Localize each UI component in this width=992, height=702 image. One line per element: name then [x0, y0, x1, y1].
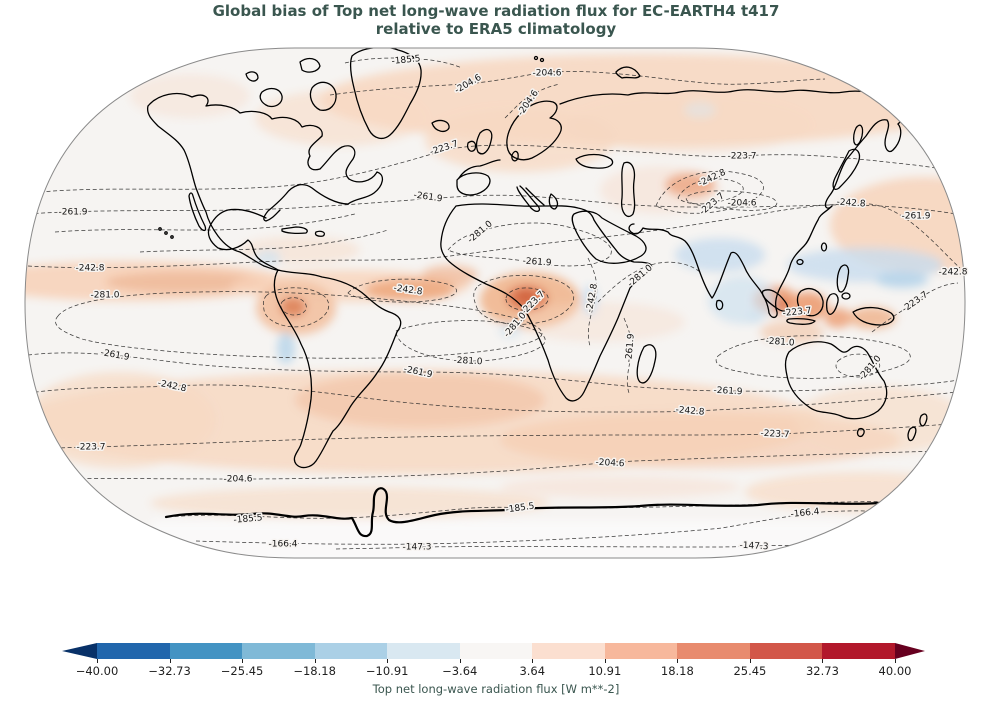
colorbar-tickmark	[749, 659, 751, 663]
contour-label: -242.8	[938, 268, 967, 278]
colorbar-segment	[604, 643, 678, 659]
contour-label: -204.6	[595, 458, 625, 470]
colorbar-segment	[242, 643, 315, 659]
colorbar-tickmark	[97, 659, 98, 663]
colorbar-tickmark	[242, 659, 244, 663]
colorbar-tickmark	[169, 659, 171, 663]
colorbar-segment	[459, 643, 533, 659]
contour-label: -223.7	[760, 429, 789, 441]
map-outline	[24, 47, 966, 559]
contour-label: -204.6	[727, 199, 756, 209]
figure-title: Global bias of Top net long-wave radiati…	[0, 2, 992, 38]
colorbar-tick-label: 25.45	[733, 664, 767, 678]
contour-label: -223.7	[727, 152, 756, 162]
colorbar-tickmark	[677, 659, 679, 663]
contour-label: -281.0	[453, 356, 483, 368]
colorbar-tickmark	[459, 659, 461, 663]
colorbar-tick-label: −10.91	[365, 664, 409, 678]
contour-label: -281.0	[765, 336, 795, 348]
contour-label: -281.0	[90, 291, 119, 301]
contour-label: -185.5	[233, 513, 263, 525]
colorbar-tick-label: 32.73	[805, 664, 839, 678]
colorbar-segment	[169, 643, 243, 659]
contour-label: -261.9	[58, 208, 87, 218]
contour-label: -204.6	[223, 475, 252, 485]
colorbar-tickmark	[604, 659, 606, 663]
contour-label: -261.9	[713, 386, 743, 398]
figure-title-line1: Global bias of Top net long-wave radiati…	[212, 2, 780, 20]
colorbar-tickmark	[895, 659, 896, 663]
colorbar	[62, 643, 925, 659]
colorbar-tickmark	[387, 659, 389, 663]
contour-label: -242.8	[393, 284, 423, 298]
contour-label: -242.8	[836, 197, 866, 209]
colorbar-tickmark	[314, 659, 316, 663]
contour-label: -223.7	[782, 306, 812, 319]
figure-title-line2: relative to ERA5 climatology	[375, 20, 617, 38]
colorbar-segment	[387, 643, 460, 659]
contour-label: -147.3	[739, 541, 768, 553]
colorbar-tick-label: 10.91	[588, 664, 622, 678]
colorbar-segment	[314, 643, 388, 659]
contour-label: -242.8	[75, 264, 104, 274]
colorbar-tick-label: 3.64	[519, 664, 546, 678]
contour-label: -166.4	[790, 507, 820, 520]
colorbar-tickmark	[532, 659, 534, 663]
contour-label: -261.9	[522, 256, 552, 268]
contour-label: -166.4	[268, 540, 297, 550]
contour-label: -223.7	[76, 443, 105, 453]
colorbar-segment	[97, 643, 170, 659]
colorbar-tick-label: −32.73	[148, 664, 191, 678]
colorbar-tick-label: 18.18	[660, 664, 694, 678]
colorbar-segment	[822, 643, 896, 659]
contour-label: -261.9	[901, 212, 930, 222]
colorbar-over-arrow	[895, 643, 925, 659]
colorbar-segment	[677, 643, 750, 659]
contour-lines	[27, 57, 963, 550]
colorbar-segment	[532, 643, 605, 659]
bias-shading	[25, 54, 965, 558]
contour-label: -242.8	[675, 405, 705, 418]
colorbar-under-arrow	[62, 643, 97, 659]
colorbar-segment	[749, 643, 823, 659]
colorbar-tick-label: −40.00	[75, 664, 119, 678]
colorbar-tick-label: −18.18	[293, 664, 336, 678]
colorbar-ticks: −40.00 −32.73 −25.45 −18.18 −10.91 −3.64 3.64 1…	[76, 659, 911, 689]
contour-label: -147.3	[402, 543, 431, 553]
contour-label: -204.6	[532, 69, 561, 79]
colorbar-segments	[97, 643, 896, 659]
colorbar-tick-label: 40.00	[878, 664, 912, 678]
colorbar-label: Top net long-wave radiation flux [W m**-…	[372, 682, 620, 696]
colorbar-tick-label: −25.45	[220, 664, 264, 678]
contour-label: -185.5	[391, 54, 421, 67]
colorbar-tick-label: −3.64	[442, 664, 478, 678]
colorbar-tickmark	[822, 659, 824, 663]
contour-label: -261.9	[624, 333, 637, 363]
